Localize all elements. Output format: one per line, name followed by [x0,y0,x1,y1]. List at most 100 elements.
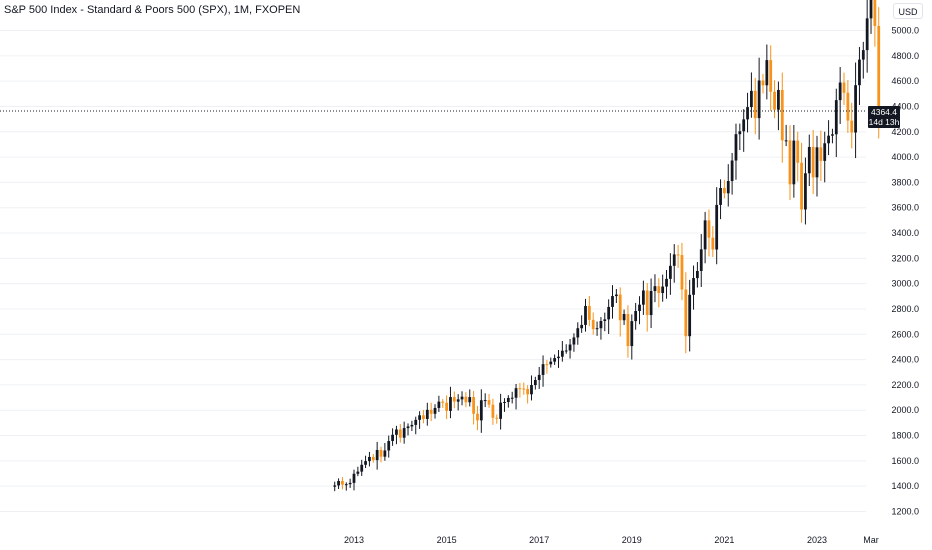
y-tick-label: 2600.0 [891,329,919,339]
y-tick-label: 3600.0 [891,203,919,213]
candle [742,109,746,152]
candle-body [850,120,854,133]
candle [726,164,730,207]
candle-body [742,119,746,132]
candle [449,386,452,419]
candle [414,416,418,435]
candle [858,46,861,106]
candle-body [858,59,861,86]
candle [746,92,749,133]
candle [576,322,580,345]
y-tick-label: 2400.0 [891,355,919,365]
candle-body [761,80,765,86]
bar-countdown: 14d 13h [868,117,900,127]
candle-body [483,400,487,402]
candle-body [410,424,414,427]
candle-body [599,320,603,329]
candle [780,72,784,163]
candle-body [630,321,634,347]
candle [815,135,819,197]
candle [518,382,522,398]
candle [587,295,591,327]
candle-body [356,471,360,474]
candle [472,390,475,425]
candle-body [341,480,344,485]
x-tick-label: 2019 [622,535,642,545]
candle [811,129,815,194]
candle-body [422,415,425,419]
candle-body [402,428,406,438]
candle [653,274,657,303]
candle-body [711,237,715,250]
candle-body [800,162,803,210]
candle-body [414,419,418,425]
candle-body [668,265,672,279]
candle [834,88,838,158]
candle-body [657,286,661,294]
candle [564,344,568,354]
chart-title: S&P 500 Index - Standard & Poors 500 (SP… [4,4,301,16]
candle-body [834,100,838,135]
candle [406,423,410,436]
candle [723,179,726,199]
candle-body [560,350,564,357]
price-axis[interactable]: 1200.0 1400.0 1600.0 1800.0 2000.0 2200.0 2400… [891,26,919,517]
candle-body [726,181,730,194]
candle [437,395,441,412]
candle-body [541,364,545,375]
candle [688,279,692,352]
candle [638,296,641,325]
candle [777,81,780,131]
candle [425,402,429,426]
candle-body [557,356,560,359]
candle-body [715,204,719,250]
candle [699,234,703,288]
candle-body [348,482,352,485]
candle [572,333,576,352]
candle [807,134,811,187]
grid-lines [0,30,866,512]
candle-body [723,187,726,194]
candle [364,455,367,469]
candle [356,466,360,477]
candle-body [869,0,873,19]
candle-body [661,286,665,294]
candle [557,350,560,368]
candle-body [823,143,827,161]
candle-body [506,397,510,403]
candle-body [522,388,526,390]
candle [757,57,761,140]
candle-body [564,350,568,352]
candle [861,41,865,79]
time-axis[interactable]: 2013 2015 2017 2019 2021 2023 Mar [344,535,879,545]
candle-body [618,294,622,321]
candle [418,411,421,429]
candle-body [530,385,533,395]
candle-body [680,255,684,290]
candle-body [368,456,371,462]
candle-body [364,461,367,465]
y-tick-label: 3400.0 [891,228,919,238]
candle [398,424,402,443]
candle [676,244,680,268]
candle [456,394,460,411]
candle [410,420,414,431]
currency-button[interactable]: USD [893,3,923,19]
candle-body [425,409,429,419]
candle-body [815,147,819,178]
candle [560,341,564,362]
candle [360,459,364,476]
candle-body [418,415,421,420]
y-tick-label: 1400.0 [891,481,919,491]
candle-body [533,379,537,386]
candle-body [719,187,722,205]
candle [341,477,344,490]
candle [495,414,499,424]
y-tick-label: 2200.0 [891,380,919,390]
candle-body [526,388,530,395]
candle [553,354,557,365]
candle [445,395,448,420]
candle [634,302,638,330]
candle [537,366,541,389]
